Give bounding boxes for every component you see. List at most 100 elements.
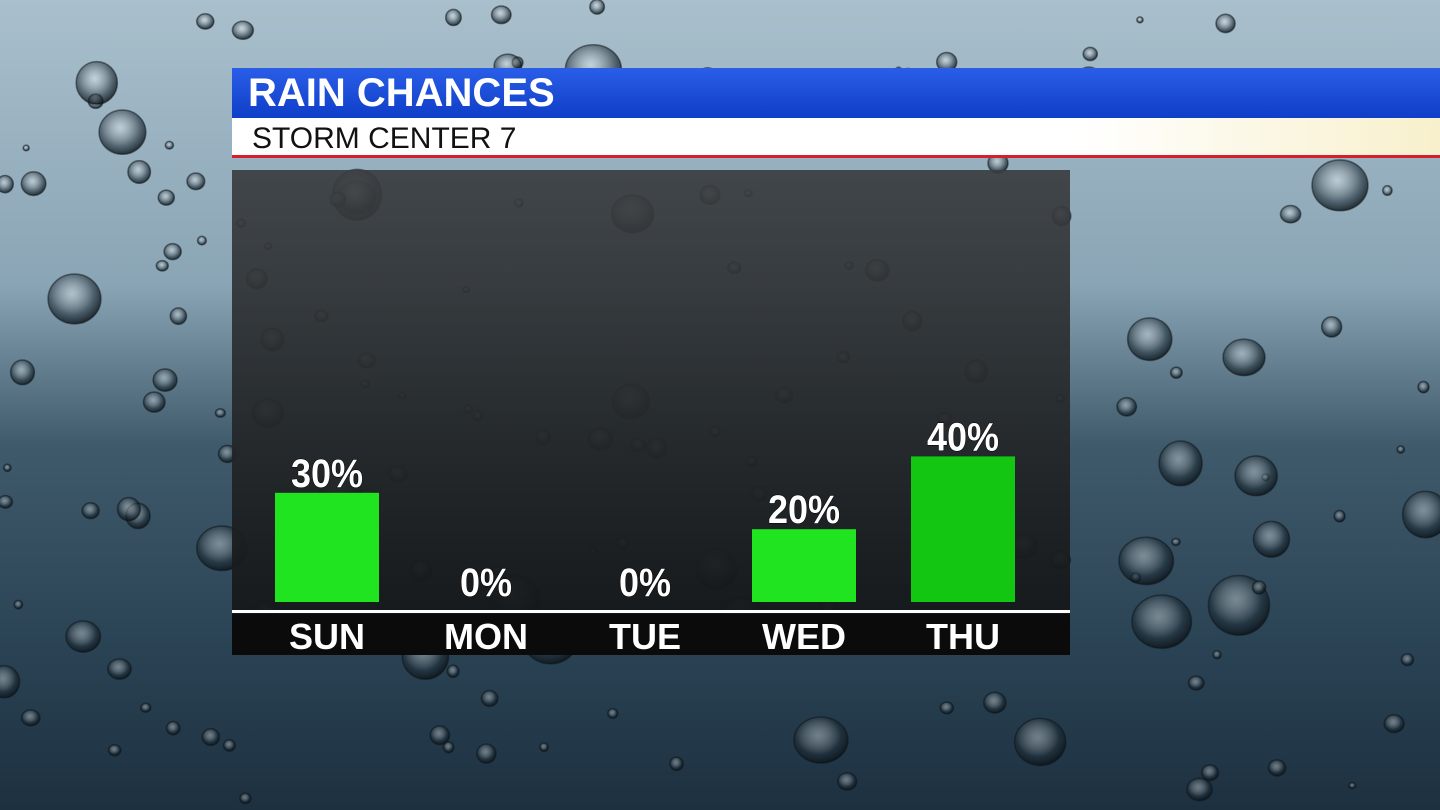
accent-line [232, 155, 1440, 158]
raindrop [490, 5, 512, 25]
raindrop [442, 741, 455, 754]
raindrop [75, 60, 119, 105]
raindrop [186, 172, 206, 191]
raindrop [1400, 653, 1415, 667]
raindrop [169, 307, 188, 326]
raindrop [13, 599, 24, 610]
bar [752, 529, 856, 602]
raindrop [196, 235, 208, 246]
title-banner [232, 68, 1440, 118]
raindrop [165, 720, 181, 736]
raindrop [1348, 781, 1357, 790]
raindrop [1252, 520, 1291, 558]
raindrop [106, 658, 132, 680]
raindrop [476, 743, 497, 764]
raindrop [1212, 649, 1222, 660]
raindrop [669, 756, 684, 772]
raindrop [606, 707, 619, 720]
raindrop [1170, 537, 1181, 547]
x-tick-label: SUN [289, 616, 365, 657]
raindrop [1169, 366, 1183, 379]
raindrop [163, 242, 182, 261]
raindrop [982, 691, 1007, 714]
raindrop [116, 496, 142, 522]
raindrop [1417, 380, 1430, 394]
raindrop [836, 772, 858, 791]
raindrop [429, 725, 451, 746]
chart-title: RAIN CHANCES [248, 71, 555, 115]
raindrop [9, 359, 36, 386]
raindrop [0, 664, 21, 699]
raindrop [155, 259, 169, 272]
raindrop [1381, 184, 1393, 197]
raindrop [127, 159, 152, 185]
raindrop [1401, 490, 1440, 539]
raindrop [142, 391, 166, 413]
raindrop [1082, 46, 1099, 62]
raindrop [0, 494, 14, 509]
raindrop [65, 620, 102, 653]
raindrop [1383, 714, 1405, 734]
x-tick-label: THU [926, 616, 1000, 657]
raindrop [939, 701, 955, 715]
raindrop [1234, 455, 1279, 497]
x-tick-label: MON [444, 616, 528, 657]
raindrop [1013, 717, 1067, 767]
raindrop [1158, 440, 1203, 487]
x-tick-label: TUE [609, 616, 681, 657]
raindrop [214, 408, 227, 419]
raindrop [1136, 16, 1144, 24]
raindrop [793, 716, 849, 764]
raindrop [1116, 396, 1138, 417]
raindrop [239, 792, 252, 805]
raindrop [107, 743, 122, 757]
bar [275, 492, 379, 602]
raindrop [1187, 675, 1205, 691]
raindrop [1251, 580, 1267, 595]
raindrop [1267, 759, 1287, 777]
raindrop [152, 368, 178, 393]
raindrop [0, 174, 15, 194]
raindrop [20, 171, 47, 197]
raindrop [222, 738, 237, 752]
raindrop [538, 742, 550, 753]
raindrop [1186, 777, 1213, 802]
value-label: 0% [619, 561, 671, 605]
raindrop [1396, 445, 1406, 454]
raindrop [1333, 509, 1346, 523]
chart-subtitle: STORM CENTER 7 [252, 122, 516, 155]
raindrop [157, 189, 176, 206]
raindrop [1279, 204, 1302, 224]
value-label: 40% [927, 416, 999, 460]
raindrop [98, 109, 147, 156]
category-band [232, 614, 1070, 655]
raindrop [480, 689, 499, 708]
raindrop [231, 20, 255, 41]
raindrop [47, 273, 102, 325]
raindrop [2, 463, 12, 473]
raindrop [1126, 317, 1173, 362]
raindrop [446, 664, 460, 679]
raindrop [195, 13, 215, 30]
x-tick-label: WED [762, 616, 846, 657]
raindrop [81, 502, 100, 520]
raindrop [1222, 338, 1266, 377]
value-label: 30% [291, 452, 363, 496]
raindrop [589, 0, 606, 15]
baseline [232, 610, 1070, 613]
raindrop [201, 727, 221, 747]
bar [911, 456, 1015, 602]
raindrop [164, 140, 175, 150]
raindrop [1200, 764, 1220, 782]
raindrop [140, 702, 152, 713]
raindrop [1131, 594, 1193, 650]
raindrop [1118, 536, 1175, 586]
raindrop [1320, 315, 1343, 338]
raindrop [20, 709, 41, 727]
value-label: 0% [460, 561, 512, 605]
subtitle-banner [232, 118, 1440, 156]
value-label: 20% [768, 489, 840, 533]
raindrop [444, 8, 462, 27]
